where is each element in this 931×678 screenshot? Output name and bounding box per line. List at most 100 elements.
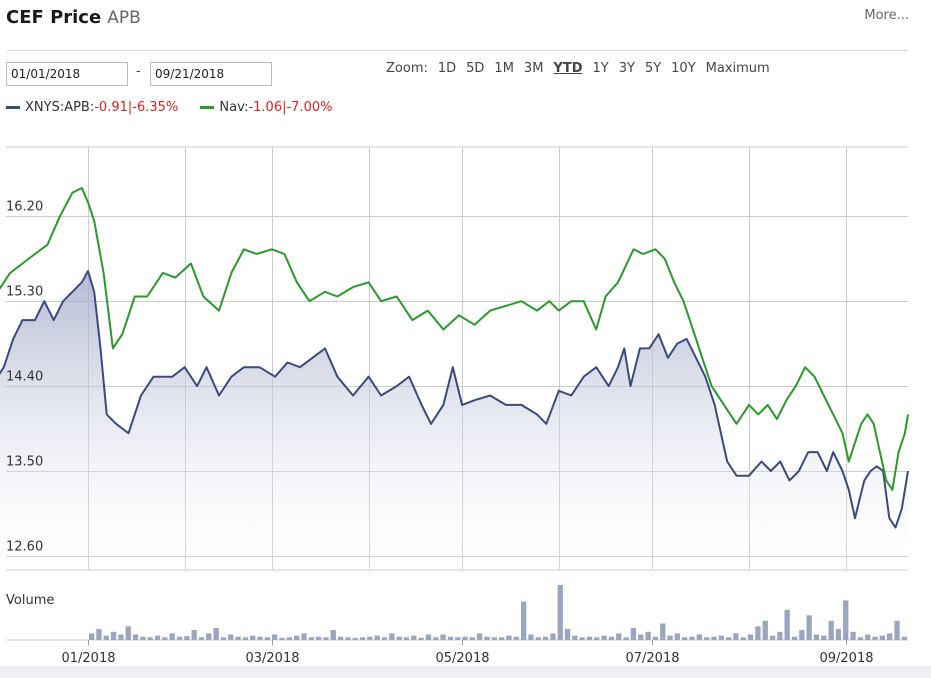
volume-bar bbox=[462, 636, 468, 640]
volume-bar bbox=[286, 637, 292, 641]
volume-bar bbox=[784, 609, 790, 641]
nav-series-line bbox=[0, 187, 909, 491]
start-date-input[interactable] bbox=[6, 62, 128, 86]
volume-bar bbox=[528, 634, 534, 640]
volume-bar bbox=[147, 637, 153, 641]
x-tick-label: 01/2018 bbox=[61, 651, 115, 666]
volume-bar bbox=[389, 633, 395, 640]
x-tick-label: 07/2018 bbox=[625, 651, 679, 666]
volume-bar bbox=[447, 636, 454, 640]
volume-bar bbox=[235, 636, 241, 640]
y-tick-label: 13.50 bbox=[6, 455, 43, 470]
volume-bar bbox=[469, 637, 475, 641]
volume-bar bbox=[381, 637, 388, 641]
volume-bar bbox=[550, 633, 556, 640]
page-title: CEF Price bbox=[6, 7, 102, 28]
volume-bar bbox=[499, 637, 505, 641]
volume-bar bbox=[652, 636, 659, 640]
volume-bar bbox=[484, 636, 490, 640]
x-tick-label: 09/2018 bbox=[819, 651, 873, 666]
zoom-3y[interactable]: 3Y bbox=[618, 61, 635, 76]
volume-bar bbox=[542, 636, 549, 640]
volume-bar bbox=[726, 637, 732, 641]
zoom-1m[interactable]: 1M bbox=[494, 61, 514, 76]
volume-bar bbox=[696, 634, 702, 640]
volume-bar bbox=[608, 636, 615, 640]
volume-bar bbox=[367, 636, 373, 640]
volume-bar bbox=[140, 636, 146, 640]
volume-bar bbox=[872, 636, 878, 640]
zoom-5y[interactable]: 5Y bbox=[644, 61, 662, 76]
price-area-fill bbox=[0, 271, 908, 570]
volume-bar bbox=[337, 636, 344, 640]
volume-bar bbox=[213, 627, 219, 640]
volume-bar bbox=[535, 637, 541, 641]
volume-bar bbox=[828, 620, 834, 641]
zoom-maximum[interactable]: Maximum bbox=[705, 61, 770, 76]
volume-bar bbox=[513, 636, 519, 640]
legend-change-nav: -1.06|-7.00% bbox=[248, 100, 333, 115]
volume-panel: Volume bbox=[6, 585, 907, 641]
end-date-input[interactable] bbox=[150, 62, 272, 86]
axis-layer: 16.20 15.30 14.40 13.50 12.60 01/2018 03/2018 0… bbox=[6, 200, 874, 667]
volume-bar bbox=[806, 615, 812, 641]
x-tick-label: 05/2018 bbox=[435, 651, 489, 666]
zoom-3m[interactable]: 3M bbox=[523, 61, 544, 76]
zoom-1d[interactable]: 1D bbox=[437, 61, 457, 76]
volume-bar bbox=[294, 635, 300, 640]
legend-change-price: -0.91|-6.35% bbox=[94, 100, 179, 115]
volume-bar bbox=[176, 636, 183, 640]
volume-bar bbox=[521, 601, 527, 640]
volume-bar bbox=[704, 637, 710, 641]
volume-bar bbox=[169, 633, 175, 640]
volume-bar bbox=[579, 637, 585, 641]
legend-swatch-nav bbox=[200, 106, 215, 109]
volume-bar bbox=[425, 634, 432, 640]
legend-item-nav[interactable]: Nav:-1.06|-7.00% bbox=[200, 100, 332, 115]
volume-bar bbox=[813, 634, 820, 640]
volume-bar bbox=[433, 637, 439, 641]
volume-bar bbox=[711, 636, 717, 640]
volume-bar bbox=[755, 626, 761, 641]
y-tick-label: 15.30 bbox=[6, 285, 43, 300]
volume-bar bbox=[879, 635, 885, 640]
volume-bar bbox=[586, 636, 593, 640]
volume-bar bbox=[118, 634, 124, 640]
legend-name-nav: Nav: bbox=[219, 100, 249, 115]
volume-bar bbox=[125, 626, 131, 641]
volume-bar bbox=[623, 637, 629, 641]
volume-bar bbox=[667, 635, 673, 640]
volume-bar bbox=[308, 637, 314, 641]
volume-bar bbox=[718, 635, 724, 640]
zoom-ytd[interactable]: YTD bbox=[553, 61, 583, 76]
y-tick-label: 12.60 bbox=[6, 540, 43, 555]
volume-bar bbox=[689, 636, 695, 640]
legend-item-price[interactable]: XNYS:APB:-0.91|-6.35% bbox=[6, 100, 182, 115]
volume-bar bbox=[242, 637, 249, 641]
volume-bar bbox=[250, 635, 256, 640]
volume-bar bbox=[154, 635, 161, 640]
volume-bar bbox=[111, 631, 117, 641]
volume-bar bbox=[850, 631, 856, 641]
volume-bar bbox=[396, 636, 402, 640]
volume-bar bbox=[572, 635, 578, 640]
volume-label: Volume bbox=[6, 593, 54, 608]
volume-bar bbox=[799, 630, 805, 640]
volume-bar bbox=[132, 634, 139, 640]
zoom-10y[interactable]: 10Y bbox=[671, 61, 696, 76]
x-tick-label: 03/2018 bbox=[245, 651, 299, 666]
volume-bar bbox=[674, 633, 680, 640]
volume-bar bbox=[645, 631, 651, 641]
volume-bar bbox=[352, 637, 358, 640]
volume-bar bbox=[865, 634, 871, 640]
more-link[interactable]: More... bbox=[864, 8, 909, 23]
volume-bar bbox=[821, 635, 827, 640]
volume-bar bbox=[762, 620, 768, 641]
volume-bar bbox=[769, 635, 776, 640]
zoom-5d[interactable]: 5D bbox=[466, 61, 485, 76]
zoom-1y[interactable]: 1Y bbox=[592, 61, 609, 76]
volume-bar bbox=[184, 636, 190, 640]
volume-bar bbox=[220, 637, 227, 641]
volume-bar bbox=[491, 637, 497, 641]
